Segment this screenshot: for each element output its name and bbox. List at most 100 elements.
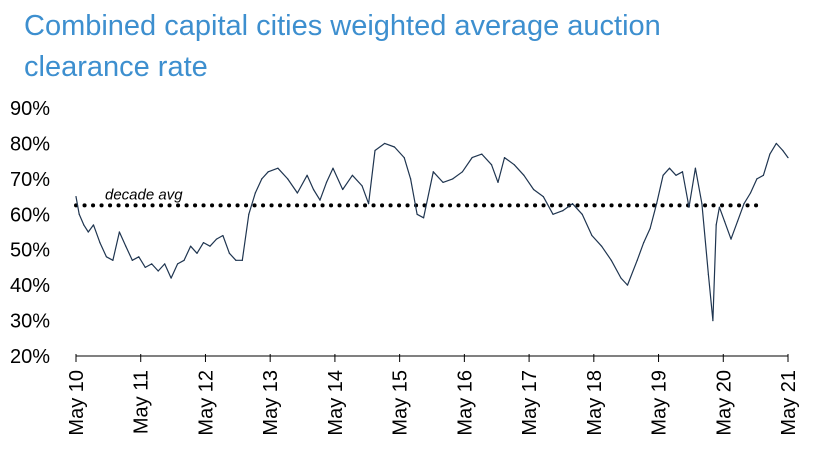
data-point bbox=[718, 206, 720, 208]
data-point bbox=[769, 153, 771, 155]
data-point bbox=[562, 210, 564, 212]
data-point bbox=[610, 259, 612, 261]
data-point bbox=[157, 270, 159, 272]
data-point bbox=[675, 174, 677, 176]
data-point bbox=[452, 178, 454, 180]
data-point bbox=[668, 167, 671, 169]
data-point bbox=[393, 146, 396, 148]
x-axis: May 10 May 11 May 12 May 13 May 14 May 15 May … bbox=[66, 354, 800, 436]
data-point bbox=[715, 224, 717, 226]
data-point bbox=[762, 174, 765, 176]
data-point bbox=[374, 149, 376, 152]
data-point bbox=[403, 157, 405, 159]
data-point bbox=[144, 266, 146, 269]
x-tick-label: May 14 bbox=[325, 370, 347, 436]
data-point bbox=[694, 167, 697, 169]
data-point bbox=[533, 188, 535, 191]
x-tick-label: May 11 bbox=[131, 370, 153, 434]
x-tick-label: May 19 bbox=[649, 370, 671, 436]
data-point bbox=[118, 231, 120, 233]
y-tick-label: 90% bbox=[10, 98, 50, 120]
data-point bbox=[656, 203, 658, 205]
data-point bbox=[222, 234, 224, 237]
data-point bbox=[306, 174, 308, 176]
y-tick-label: 20% bbox=[10, 346, 50, 368]
data-point bbox=[361, 185, 363, 187]
data-point bbox=[131, 259, 133, 261]
data-point bbox=[490, 164, 493, 166]
data-point bbox=[591, 234, 593, 237]
y-tick-label: 30% bbox=[10, 311, 50, 333]
data-point bbox=[743, 203, 745, 205]
data-point bbox=[170, 277, 172, 279]
data-point bbox=[261, 178, 263, 180]
x-tick-label: May 18 bbox=[584, 370, 606, 436]
data-point bbox=[581, 213, 583, 215]
data-point bbox=[254, 192, 256, 194]
data-point bbox=[312, 188, 315, 191]
data-point bbox=[151, 263, 153, 265]
data-point bbox=[756, 178, 758, 180]
data-point bbox=[552, 213, 554, 215]
x-tick-label: May 16 bbox=[454, 370, 476, 436]
data-point bbox=[542, 195, 544, 198]
data-point bbox=[367, 203, 370, 205]
data-point bbox=[736, 220, 739, 222]
data-point bbox=[384, 142, 386, 145]
data-point bbox=[688, 206, 690, 208]
data-point bbox=[138, 256, 140, 258]
data-point bbox=[442, 181, 444, 183]
data-point bbox=[649, 227, 651, 230]
data-point bbox=[723, 220, 726, 222]
data-point bbox=[99, 242, 101, 244]
data-point bbox=[749, 192, 752, 194]
data-point bbox=[712, 319, 714, 322]
data-point bbox=[177, 263, 179, 265]
x-tick-label: May 17 bbox=[519, 370, 541, 436]
data-point bbox=[287, 178, 289, 180]
series-group bbox=[75, 142, 789, 322]
x-tick-label: May 10 bbox=[66, 370, 88, 436]
data-point bbox=[164, 263, 166, 265]
reference-line-group: decade avg bbox=[74, 186, 766, 208]
data-point bbox=[636, 259, 638, 261]
data-point bbox=[196, 252, 198, 254]
y-tick-label: 50% bbox=[10, 240, 50, 262]
data-point bbox=[267, 171, 269, 173]
data-point bbox=[513, 164, 515, 166]
data-point bbox=[432, 171, 434, 173]
data-point bbox=[662, 174, 664, 176]
data-point bbox=[351, 174, 353, 176]
data-point bbox=[787, 157, 789, 159]
data-point bbox=[248, 213, 250, 215]
data-point bbox=[235, 259, 237, 261]
y-tick-label: 60% bbox=[10, 204, 50, 226]
data-point bbox=[325, 181, 328, 183]
x-tick-label: May 21 bbox=[778, 370, 800, 436]
data-point bbox=[202, 242, 205, 244]
data-point bbox=[701, 203, 703, 205]
data-point bbox=[775, 142, 777, 145]
y-tick-label: 80% bbox=[10, 133, 50, 155]
data-point bbox=[481, 153, 483, 155]
data-point bbox=[183, 259, 185, 261]
chart-title: Combined capital cities weighted average… bbox=[24, 10, 661, 83]
data-point bbox=[461, 171, 464, 173]
data-point bbox=[571, 203, 574, 205]
data-point bbox=[422, 217, 425, 219]
y-tick-label: 40% bbox=[10, 275, 50, 297]
x-tick-label: May 13 bbox=[260, 370, 282, 436]
data-point bbox=[277, 167, 279, 169]
data-point bbox=[319, 199, 321, 201]
data-point bbox=[416, 213, 418, 215]
y-axis-tick-labels: 90% 80% 70% 60% 50% 40% 30% 20% bbox=[10, 98, 50, 368]
data-point bbox=[643, 242, 645, 244]
series-line bbox=[75, 142, 789, 322]
data-point bbox=[296, 192, 298, 194]
x-tick-label: May 15 bbox=[390, 370, 412, 436]
data-point bbox=[497, 181, 499, 183]
y-tick-label: 70% bbox=[10, 169, 50, 191]
data-point bbox=[125, 245, 127, 247]
data-point bbox=[471, 157, 473, 159]
